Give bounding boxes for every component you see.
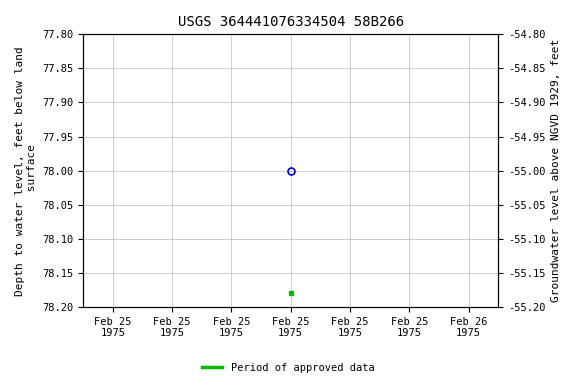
Title: USGS 364441076334504 58B266: USGS 364441076334504 58B266 xyxy=(177,15,404,29)
Legend: Period of approved data: Period of approved data xyxy=(198,359,378,377)
Y-axis label: Groundwater level above NGVD 1929, feet: Groundwater level above NGVD 1929, feet xyxy=(551,39,561,302)
Y-axis label: Depth to water level, feet below land
 surface: Depth to water level, feet below land su… xyxy=(15,46,37,296)
